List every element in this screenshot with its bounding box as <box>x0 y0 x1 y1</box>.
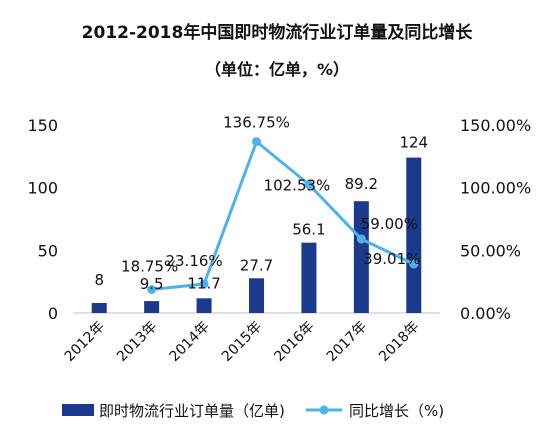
bar <box>406 157 422 313</box>
growth-value-label: 59.00% <box>361 215 418 233</box>
legend-line-marker <box>319 405 329 415</box>
x-tick-label: 2014年 <box>166 319 212 365</box>
bar <box>353 201 369 313</box>
growth-value-label: 39.01% <box>363 250 420 268</box>
bar-value-label: 9.5 <box>140 275 164 293</box>
bar <box>301 242 317 313</box>
bar-value-label: 11.7 <box>187 274 220 292</box>
bar <box>144 301 160 313</box>
x-tick-label: 2015年 <box>219 319 265 365</box>
y-left-tick-label: 50 <box>38 241 58 260</box>
x-tick-label: 2013年 <box>114 319 160 365</box>
y-left-tick-label: 0 <box>48 304 58 323</box>
y-right-tick-label: 0.00% <box>460 304 511 323</box>
y-right-tick-label: 100.00% <box>460 179 531 198</box>
growth-value-label: 18.75% <box>121 258 178 276</box>
y-right-tick-label: 50.00% <box>460 241 521 260</box>
growth-value-label: 136.75% <box>223 114 290 132</box>
y-left-tick-label: 100 <box>27 179 58 198</box>
x-tick-label: 2018年 <box>376 319 422 365</box>
growth-value-label: 102.53% <box>264 176 331 194</box>
x-tick-label: 2012年 <box>62 319 108 365</box>
x-tick-label: 2017年 <box>324 319 370 365</box>
legend: 即时物流行业订单量（亿单) 同比增长（%) <box>62 402 444 420</box>
chart-subtitle: （单位：亿单，%） <box>204 60 350 79</box>
bar-value-label: 89.2 <box>345 175 378 193</box>
growth-point <box>199 279 209 289</box>
legend-line-label: 同比增长（%) <box>349 402 444 420</box>
bar-value-label: 8 <box>94 271 104 289</box>
legend-bar-label: 即时物流行业订单量（亿单) <box>99 402 285 420</box>
y-left-tick-label: 150 <box>27 116 58 135</box>
plot-area: 0 50 100 150 0.00% 50.00% 100.00% 150.00% 8 9.5 11… <box>27 114 531 365</box>
chart-title: 2012-2018年中国即时物流行业订单量及同比增长 <box>81 23 473 43</box>
legend-bar-swatch <box>62 404 94 416</box>
growth-point <box>304 179 314 189</box>
bar <box>196 298 212 313</box>
bar <box>91 302 107 313</box>
bar <box>249 278 264 313</box>
bar-value-label: 124 <box>399 134 428 152</box>
growth-value-label: 23.16% <box>165 252 222 270</box>
growth-point <box>147 285 157 294</box>
growth-point <box>252 137 261 147</box>
growth-point <box>409 259 419 269</box>
growth-line <box>151 140 415 291</box>
bar-value-label: 27.7 <box>240 256 273 274</box>
y-right-tick-label: 150.00% <box>460 116 531 135</box>
x-tick-label: 2016年 <box>271 319 317 365</box>
growth-point <box>356 234 366 244</box>
bar-value-label: 56.1 <box>292 221 325 239</box>
